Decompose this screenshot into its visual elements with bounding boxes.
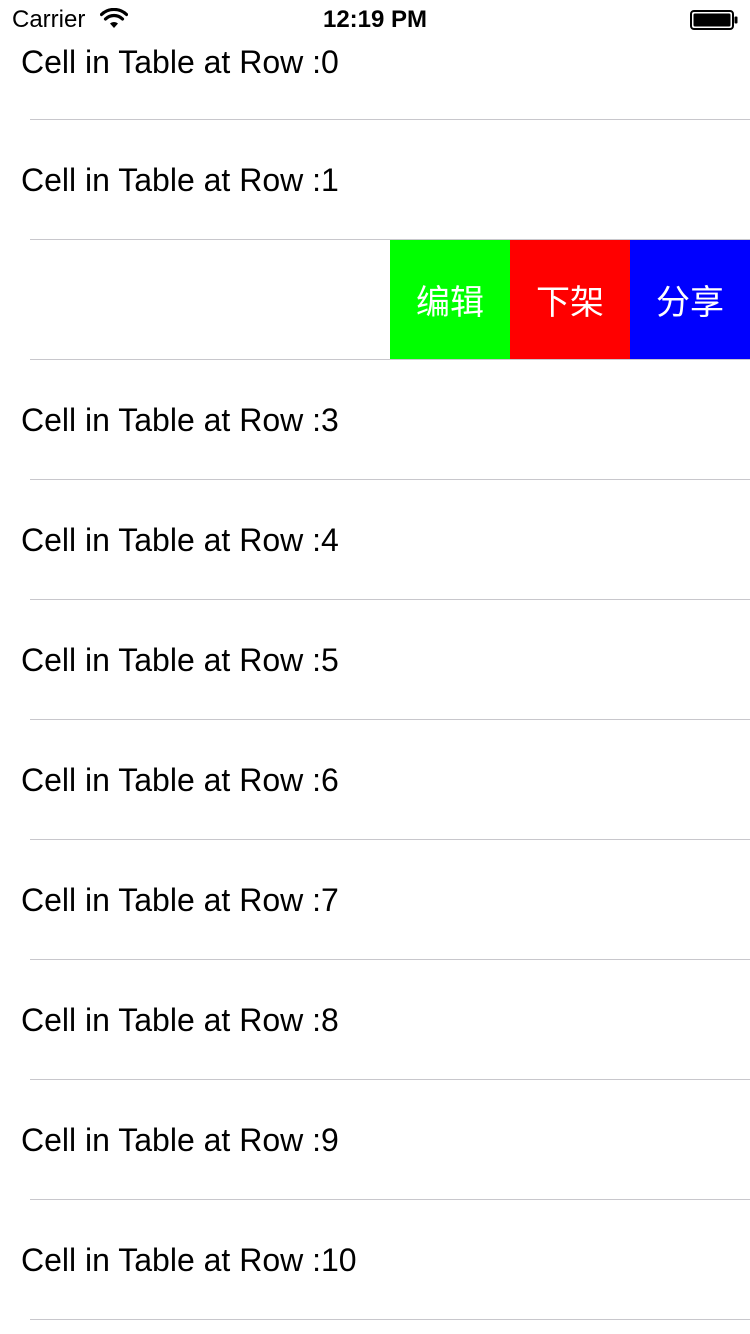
row-separator bbox=[30, 719, 750, 720]
status-time: 12:19 PM bbox=[322, 6, 428, 33]
table-row[interactable]: Cell in Table at Row :3 bbox=[0, 360, 750, 480]
row-label: Cell in Table at Row :10 bbox=[21, 1242, 357, 1278]
row-separator bbox=[30, 479, 750, 480]
table-row[interactable]: Cell in Table at Row :9 bbox=[0, 1080, 750, 1200]
table-row[interactable]: Cell in Table at Row :7 bbox=[0, 840, 750, 960]
edit-button[interactable]: 编辑 bbox=[390, 240, 510, 359]
row-label: Cell in Table at Row :4 bbox=[21, 522, 339, 558]
table-row[interactable]: Cell in Table at Row :5 bbox=[0, 600, 750, 720]
swipe-actions: 编辑 下架 分享 bbox=[390, 240, 750, 359]
row-separator bbox=[30, 119, 750, 120]
table-row[interactable]: Cell in Table at Row :8 bbox=[0, 960, 750, 1080]
row-separator bbox=[30, 1079, 750, 1080]
table-row[interactable]: Cell in Table at Row :6 bbox=[0, 720, 750, 840]
row-separator bbox=[30, 1199, 750, 1200]
table-row[interactable]: Cell in Table at Row :4 bbox=[0, 480, 750, 600]
table-row[interactable]: Cell in Table at Row :0 bbox=[0, 0, 750, 120]
row-label: Cell in Table at Row :3 bbox=[21, 402, 339, 438]
row-separator bbox=[30, 1319, 750, 1320]
row-separator bbox=[30, 839, 750, 840]
unlist-button[interactable]: 下架 bbox=[510, 240, 630, 359]
row-label: Cell in Table at Row :7 bbox=[21, 882, 339, 918]
row-label: Cell in Table at Row :1 bbox=[21, 162, 339, 198]
table-row[interactable]: Cell in Table at Row :10 bbox=[0, 1200, 750, 1320]
row-label: Cell in Table at Row :0 bbox=[21, 44, 339, 80]
row-separator bbox=[30, 239, 750, 240]
status-bar: Carrier 12:19 PM bbox=[0, 0, 750, 40]
table-row-swiped[interactable]: 编辑 下架 分享 bbox=[0, 240, 750, 360]
row-separator bbox=[30, 599, 750, 600]
carrier-label: Carrier bbox=[12, 6, 86, 33]
row-label: Cell in Table at Row :8 bbox=[21, 1002, 339, 1038]
share-button[interactable]: 分享 bbox=[630, 240, 750, 359]
row-separator bbox=[30, 959, 750, 960]
battery-icon bbox=[690, 10, 738, 30]
wifi-icon bbox=[100, 8, 128, 28]
table-row[interactable]: Cell in Table at Row :1 bbox=[0, 120, 750, 240]
row-label: Cell in Table at Row :9 bbox=[21, 1122, 339, 1158]
row-label: Cell in Table at Row :6 bbox=[21, 762, 339, 798]
row-separator bbox=[30, 359, 750, 360]
row-label: Cell in Table at Row :5 bbox=[21, 642, 339, 678]
